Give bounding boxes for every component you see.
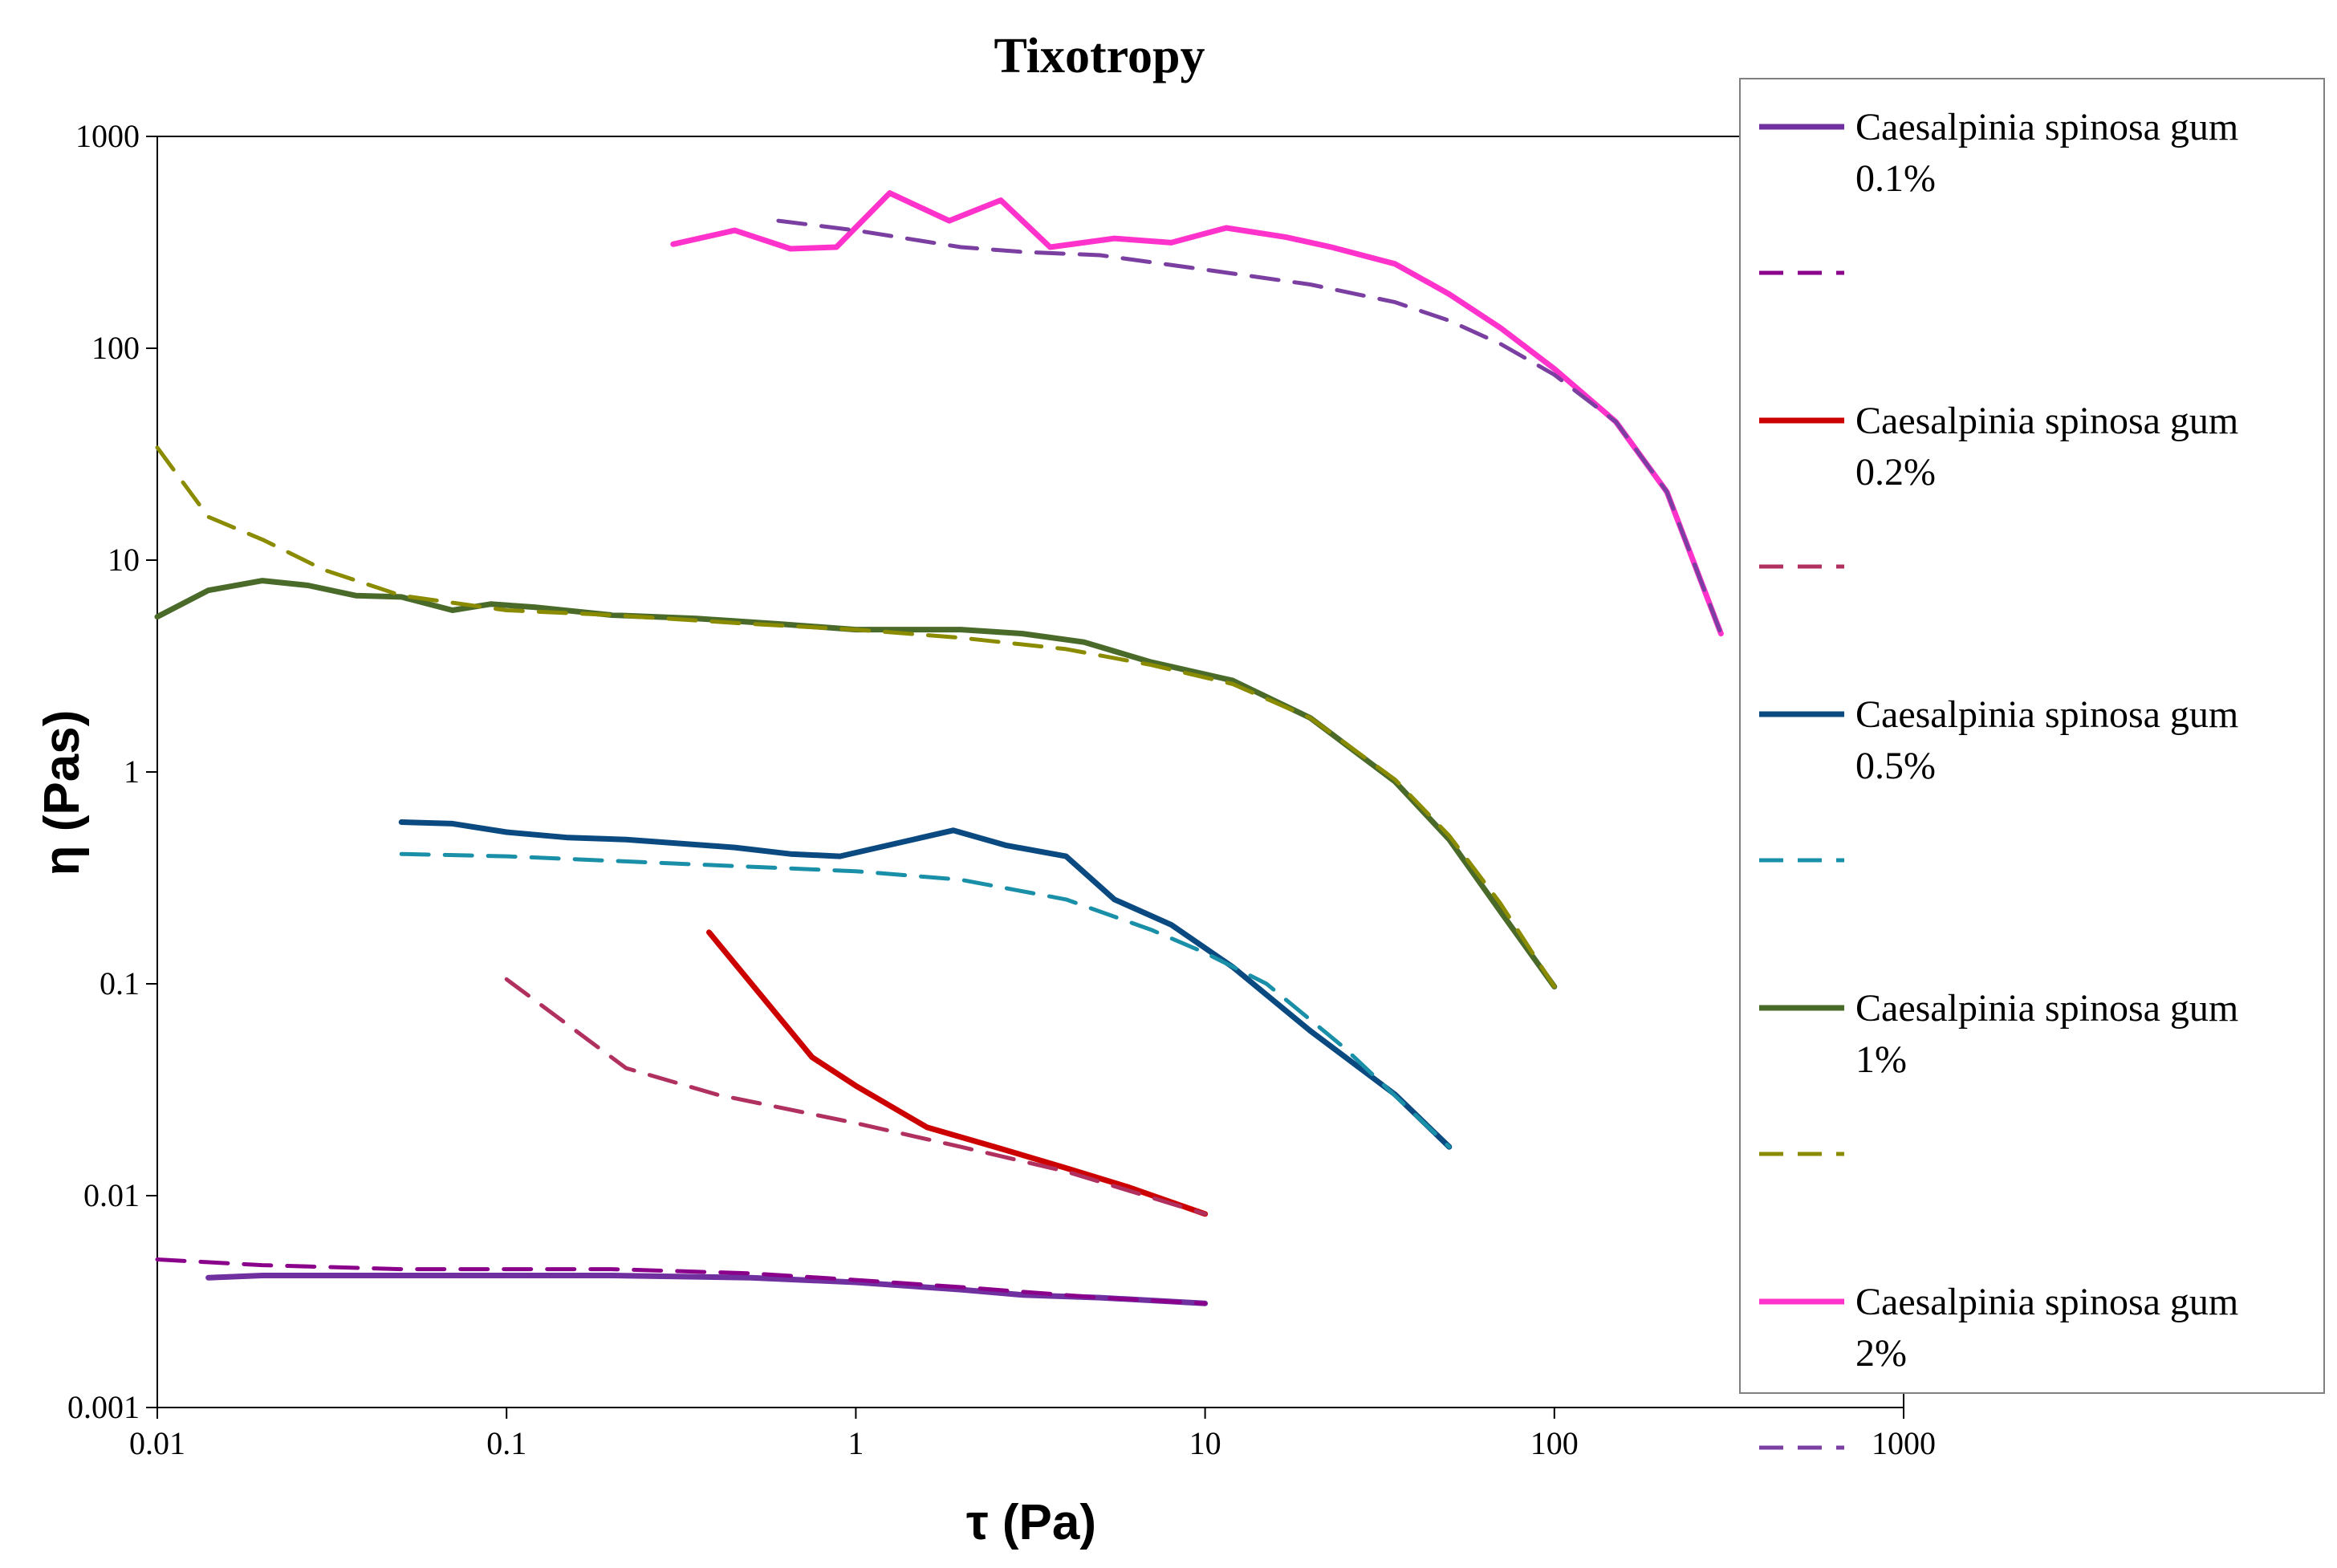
- legend-label-0-line2: 0.1%: [1855, 157, 1936, 200]
- x-tick-label: 0.1: [486, 1425, 526, 1461]
- series-line-1: [155, 1257, 1208, 1306]
- legend-box: [1739, 78, 2325, 1394]
- series-line-0: [205, 1273, 1209, 1306]
- legend-label-8-line2: 2%: [1855, 1332, 1907, 1375]
- series-line-3: [504, 977, 1208, 1217]
- y-axis-label: η (Pas): [35, 710, 90, 876]
- legend-label-4-line2: 0.5%: [1855, 745, 1936, 787]
- series-line-8: [670, 190, 1724, 637]
- legend-label-2: Caesalpinia spinosa gum: [1855, 400, 2238, 442]
- legend-label-6-line2: 1%: [1855, 1038, 1907, 1081]
- legend-label-8: Caesalpinia spinosa gum: [1855, 1281, 2238, 1323]
- legend-label-2-line2: 0.2%: [1855, 451, 1936, 494]
- x-axis-label: τ (Pa): [966, 1495, 1096, 1550]
- y-tick-label: 1: [124, 754, 140, 790]
- series-line-9: [776, 218, 1723, 636]
- x-tick-label: 1000: [1872, 1425, 1936, 1461]
- series-line-7: [155, 445, 1557, 989]
- series-layer: [154, 190, 1724, 1306]
- legend-label-0: Caesalpinia spinosa gum: [1855, 106, 2238, 148]
- legend-label-6: Caesalpinia spinosa gum: [1855, 987, 2238, 1030]
- y-tick-label: 0.001: [67, 1389, 140, 1425]
- series-line-5: [399, 851, 1452, 1149]
- series-line-2: [706, 929, 1209, 1217]
- plot-frame: [156, 136, 1904, 1408]
- legend-label-4: Caesalpinia spinosa gum: [1855, 693, 2238, 736]
- chart-title: Tixotropy: [994, 29, 1205, 83]
- plot-area-border: [156, 136, 1904, 1408]
- x-tick-label: 0.01: [129, 1425, 185, 1461]
- x-tick-label: 100: [1530, 1425, 1579, 1461]
- series-line-6: [154, 578, 1558, 989]
- legend: Caesalpinia spinosa gum 0.1% Caesalpinia s…: [1739, 78, 2325, 1450]
- y-tick-label: 1000: [75, 118, 140, 154]
- y-tick-label: 0.01: [83, 1177, 140, 1213]
- y-tick-label: 0.1: [100, 965, 140, 1001]
- x-tick-label: 10: [1189, 1425, 1221, 1461]
- x-tick-label: 1: [847, 1425, 864, 1461]
- series-line-4: [398, 819, 1453, 1150]
- y-tick-label: 100: [91, 330, 140, 366]
- y-tick-label: 10: [108, 542, 140, 578]
